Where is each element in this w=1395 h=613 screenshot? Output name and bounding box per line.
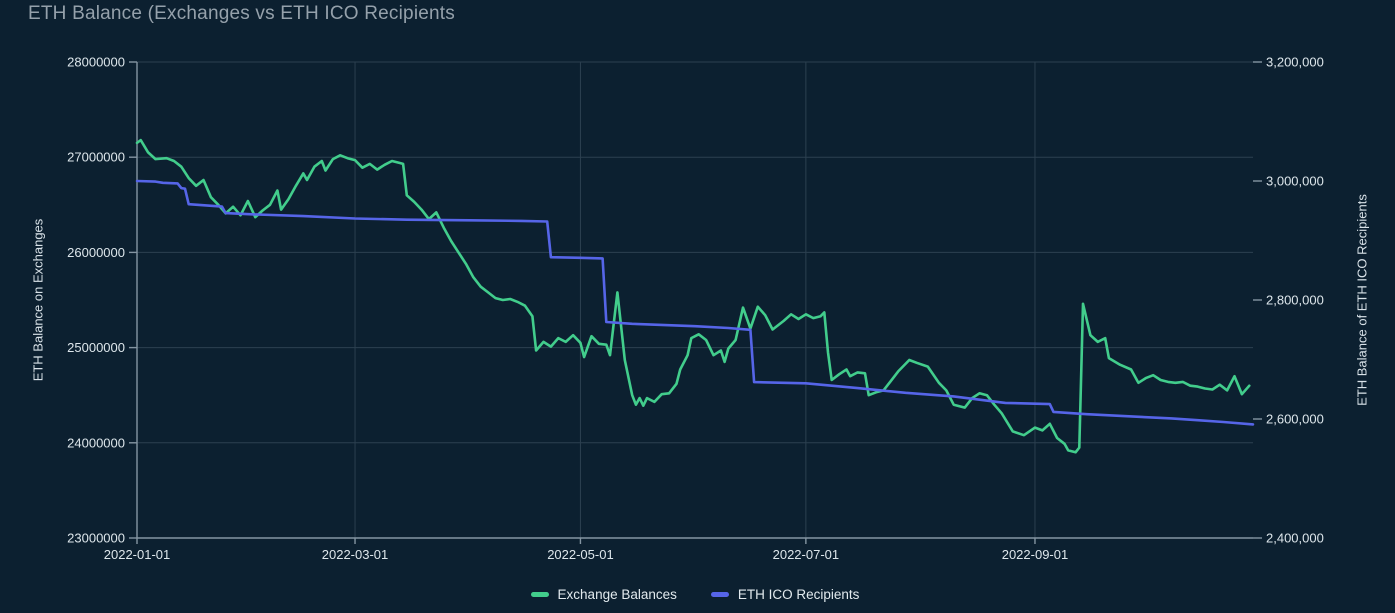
y-axis-left-tick-label: 25000000	[67, 340, 125, 355]
x-axis-tick-label: 2022-07-01	[773, 547, 840, 562]
x-axis-tick-label: 2022-05-01	[547, 547, 614, 562]
x-axis-tick-label: 2022-09-01	[1002, 547, 1069, 562]
legend-label: Exchange Balances	[557, 587, 677, 602]
legend-item-exchange-balances[interactable]: Exchange Balances	[530, 587, 677, 602]
x-axis-tick-label: 2022-03-01	[322, 547, 389, 562]
y-axis-left-tick-label: 24000000	[67, 435, 125, 450]
series-line-exchange-balances	[135, 138, 1251, 454]
legend-label: ETH ICO Recipients	[737, 587, 860, 602]
y-axis-left-tick-label: 26000000	[67, 245, 125, 260]
y-axis-right-tick-label: 2,800,000	[1266, 293, 1324, 308]
eth-ico-recipients-swatch-icon	[710, 592, 729, 597]
y-axis-left-tick-label: 28000000	[67, 55, 125, 70]
y-axis-left-tick-label: 23000000	[67, 531, 125, 546]
y-axis-right-tick-label: 3,200,000	[1266, 55, 1324, 70]
y-axis-right-tick-label: 2,400,000	[1266, 531, 1324, 546]
x-axis-tick-label: 2022-01-01	[104, 547, 171, 562]
exchange-balances-swatch-icon	[530, 592, 549, 597]
y-axis-left-tick-label: 27000000	[67, 150, 125, 165]
y-axis-right-tick-label: 3,000,000	[1266, 174, 1324, 189]
chart-title: ETH Balance (Exchanges vs ETH ICO Recipi…	[28, 3, 455, 24]
legend-item-eth-ico-recipients[interactable]: ETH ICO Recipients	[710, 587, 860, 602]
series-line-eth-ico-recipients	[135, 179, 1255, 426]
legend: Exchange Balances ETH ICO Recipients	[137, 587, 1253, 602]
y-axis-right-tick-label: 2,600,000	[1266, 412, 1324, 427]
